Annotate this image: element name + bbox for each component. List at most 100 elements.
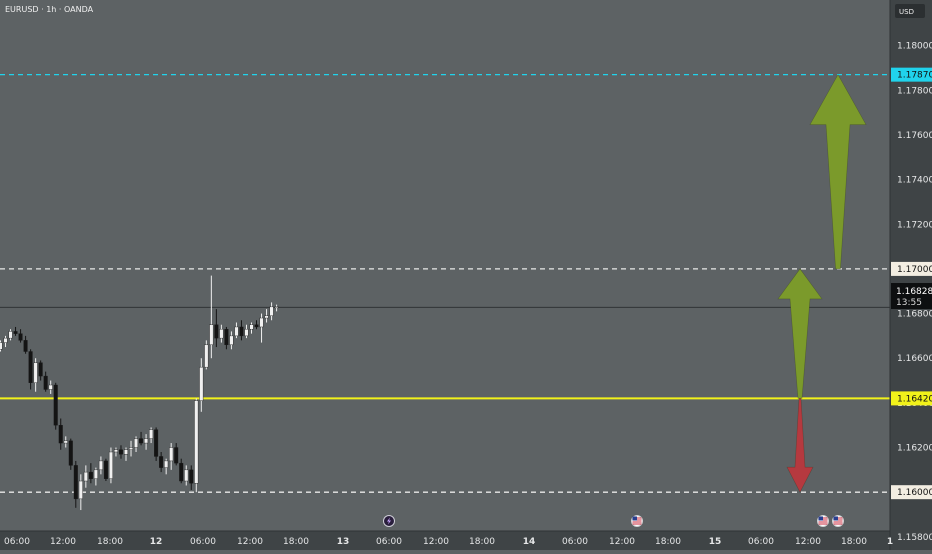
candle[interactable] [144,434,149,450]
candle[interactable] [58,418,63,450]
candle[interactable] [169,443,174,470]
flag-canton [632,516,637,521]
candle-body [234,326,239,337]
candle[interactable] [224,326,229,350]
candle[interactable] [23,335,28,354]
price-tick-label: 1.17600 [897,131,932,141]
candle[interactable] [239,320,244,341]
candle[interactable] [159,451,164,473]
candle[interactable] [229,331,234,350]
candle[interactable] [43,371,48,392]
candle[interactable] [48,380,53,394]
time-tick-label: 12 [150,537,163,547]
candle[interactable] [28,349,33,390]
candle[interactable] [73,460,78,508]
candle-body [3,337,8,343]
price-tick-label: 1.16200 [897,444,932,454]
candle[interactable] [259,313,264,343]
candle[interactable] [189,465,194,490]
candle[interactable] [78,474,83,511]
candle[interactable] [134,436,139,452]
candle-body [63,440,68,444]
candle[interactable] [174,443,179,466]
candle-body [38,362,43,377]
candle[interactable] [0,340,3,352]
candle-body [189,469,194,484]
level-price-box [891,261,932,276]
candle[interactable] [249,322,254,334]
candle-body [154,429,159,457]
time-tick-label: 12:00 [50,537,76,547]
candle[interactable] [199,358,204,412]
candle[interactable] [214,309,219,348]
level-price-box [891,485,932,500]
candle[interactable] [113,447,118,457]
candle-body [239,326,244,337]
event-icon-us-flag[interactable] [817,515,829,527]
candle[interactable] [149,427,154,444]
event-icon-us-flag[interactable] [631,515,643,527]
candle[interactable] [204,340,209,370]
price-tick-label: 1.17200 [897,220,932,230]
event-icon-us-flag[interactable] [832,515,844,527]
candle[interactable] [254,320,259,330]
level-price-label: 1.17870 [897,71,932,81]
candle[interactable] [154,427,159,461]
time-tick-label: 15 [709,537,722,547]
candle[interactable] [83,465,88,488]
candle[interactable] [108,447,113,484]
candle[interactable] [53,382,58,430]
flag-canton [833,516,838,521]
candle[interactable] [219,324,224,343]
candle[interactable] [13,326,18,336]
candle[interactable] [98,456,103,475]
arrow-up [809,74,867,270]
candle[interactable] [3,335,8,348]
time-axis-panel[interactable] [0,531,890,550]
candle-body [8,331,13,339]
candle-body [179,462,184,482]
candle[interactable] [38,360,43,381]
arrow-down [786,398,814,493]
candle[interactable] [164,458,169,475]
level-price-box [891,391,932,406]
candle[interactable] [139,431,144,446]
candle[interactable] [93,467,98,486]
candle[interactable] [63,436,68,448]
candle[interactable] [68,438,73,470]
candle[interactable] [88,463,93,484]
candle[interactable] [8,329,13,341]
candle[interactable] [269,302,274,321]
time-tick-label: 18:00 [97,537,123,547]
candle[interactable] [234,322,239,339]
candle[interactable] [179,458,184,484]
candle-body [199,366,204,401]
time-tick-label: 13 [337,537,350,547]
current-price-box [891,283,932,309]
candle[interactable] [103,458,108,482]
time-tick-label: 1 [887,537,893,547]
candle-body [224,328,229,346]
candle-body [129,447,134,450]
candle[interactable] [18,329,23,343]
candle[interactable] [129,440,134,457]
candle-body [83,471,88,482]
candle[interactable] [194,398,199,493]
candle[interactable] [209,275,214,359]
time-tick-label: 06:00 [190,537,216,547]
candle[interactable] [244,324,249,339]
candle-body [254,324,259,328]
candle[interactable] [274,304,279,312]
currency-badge[interactable] [895,4,925,18]
event-icon-lightning[interactable] [383,515,395,527]
time-tick-label: 18:00 [655,537,681,547]
level-price-label: 1.17000 [897,265,932,275]
candle[interactable] [123,447,128,461]
candle[interactable] [184,465,189,486]
candle-body [58,424,63,444]
candle[interactable] [118,445,123,459]
lightning-glyph [387,517,391,525]
candle[interactable] [33,358,38,392]
candle[interactable] [264,309,269,323]
